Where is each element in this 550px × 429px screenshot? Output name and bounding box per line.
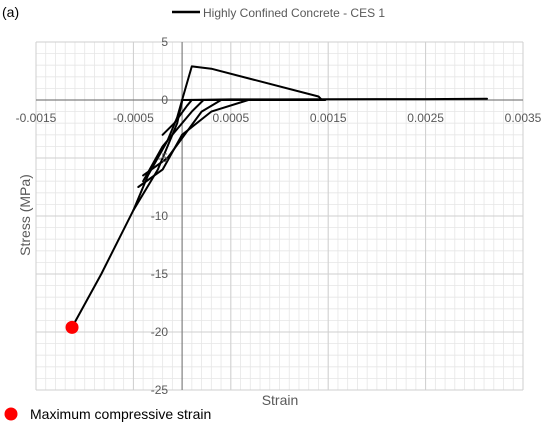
y-tick-label: -25 [151,383,169,397]
x-tick-label: -0.0015 [16,111,57,125]
x-tick-label: 0.0035 [505,111,542,125]
max-compressive-strain-point [65,320,79,334]
marker-layer [65,320,79,334]
tick-labels: -0.0015 -0.0005 0.0005 0.0015 0.0025 0.0035 5 0… [16,35,542,397]
y-tick-label: -20 [151,325,169,339]
y-tick-label: -5 [157,151,168,165]
panel-label: (a) [2,4,19,20]
x-tick-label: 0.0025 [407,111,444,125]
marker-legend-label: Maximum compressive strain [30,406,211,422]
series-1-segment-5 [142,99,205,183]
legend-label-series-1: Highly Confined Concrete - CES 1 [203,6,385,20]
series-1-segment-6 [161,99,193,136]
series-layer [71,65,488,329]
y-tick-label: 0 [161,93,168,107]
y-tick-label: 5 [161,35,168,49]
marker-legend-swatch [4,407,18,421]
x-tick-label: -0.0005 [113,111,154,125]
x-tick-label: 0.0005 [212,111,249,125]
y-tick-label: -15 [151,267,169,281]
series-1-segment-2 [132,100,184,212]
marker-legend: Maximum compressive strain [4,406,211,422]
x-tick-label: 0.0015 [310,111,347,125]
y-tick-label: -10 [151,209,169,223]
y-axis-label: Stress (MPa) [17,174,33,256]
x-axis-label: Strain [262,392,299,408]
series-1-segment-7 [181,97,488,101]
legend: Highly Confined Concrete - CES 1 [172,6,385,20]
